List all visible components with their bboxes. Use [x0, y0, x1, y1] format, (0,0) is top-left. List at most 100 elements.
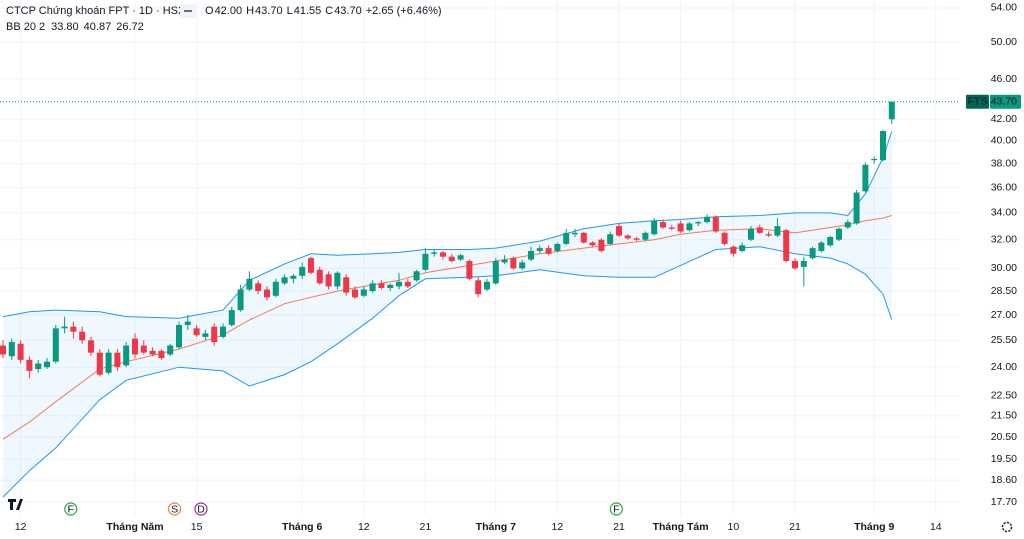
x-tick-label: Tháng 9 [854, 521, 894, 533]
candle-body [853, 192, 860, 224]
candle-body [888, 101, 895, 120]
readout-key: H [246, 5, 254, 17]
candle-body [730, 246, 737, 254]
candle-body [580, 232, 587, 243]
event-marker [167, 502, 182, 516]
candle-body [598, 239, 605, 251]
candle-body [809, 248, 816, 259]
candle-body [131, 338, 138, 355]
candle-body [536, 248, 543, 251]
readout-change: +2.65 (+6.46%) [366, 5, 442, 17]
candle-body [158, 350, 165, 359]
y-tick-label: 34.00 [991, 207, 1017, 219]
candle-body [686, 223, 693, 231]
y-tick-label: 27.00 [991, 309, 1017, 321]
x-tick-label: 12 [15, 521, 27, 533]
candle-body [343, 277, 350, 293]
candle-body [334, 272, 341, 287]
candle-body [589, 242, 596, 246]
candle-body [862, 164, 869, 192]
bollinger-bands [2, 131, 893, 498]
readout-key: C [325, 5, 333, 17]
candle-body [791, 261, 798, 269]
candle-body [457, 255, 464, 260]
candle-body [668, 227, 675, 229]
candle-body [404, 281, 411, 287]
candle-body [167, 345, 174, 355]
y-tick-label: 22.50 [991, 390, 1017, 402]
event-label: F [68, 503, 74, 515]
candle-body [369, 283, 376, 292]
candle-body [70, 326, 77, 332]
x-tick-label: Tháng 6 [282, 521, 322, 533]
candle-body [659, 222, 666, 228]
x-tick-label: Tháng Năm [106, 521, 163, 533]
y-tick-label: 19.50 [991, 453, 1017, 465]
readout-key: O [205, 5, 214, 17]
candle-body [739, 245, 746, 251]
x-tick-label: 12 [358, 521, 370, 533]
indicator-name: BB 20 2 [6, 21, 45, 33]
readout-value: 43.70 [255, 5, 283, 17]
candle-body [554, 243, 561, 251]
price-tag: 43.70 [991, 95, 1017, 107]
candle-body [299, 266, 306, 276]
x-tick-label: 21 [613, 521, 625, 533]
settings-button[interactable] [1001, 521, 1013, 533]
candle-body [651, 220, 658, 235]
candle-body [140, 345, 147, 353]
candle-body [272, 281, 279, 296]
candle-body [193, 328, 200, 336]
y-tick-label: 20.50 [991, 431, 1017, 443]
candle-body [483, 281, 490, 290]
candle-body [571, 232, 578, 235]
x-tick-label: 21 [789, 521, 801, 533]
y-tick-label: 24.00 [991, 361, 1017, 373]
candle-body [175, 324, 182, 348]
event-label: D [197, 503, 205, 515]
y-tick-label: 50.00 [991, 36, 1017, 48]
price-tag-bg [990, 94, 1021, 109]
collapse-button[interactable] [180, 4, 196, 18]
y-tick-label: 36.00 [991, 181, 1017, 193]
gear-icon[interactable] [1001, 521, 1013, 533]
candle-body [835, 228, 842, 240]
event-label: F [613, 503, 619, 515]
x-tick-label: 14 [930, 521, 942, 533]
candle-body [466, 261, 473, 279]
candle-body [756, 227, 763, 233]
candle-body [695, 222, 702, 224]
candle-body [519, 262, 526, 269]
y-tick-label: 40.00 [991, 135, 1017, 147]
x-tick-label: 21 [420, 521, 432, 533]
candle-body [123, 345, 130, 366]
candle-body [747, 228, 754, 240]
candle-body [378, 283, 385, 288]
grid [0, 0, 960, 515]
readout-value: 42.00 [215, 5, 243, 17]
candle-body [281, 277, 288, 284]
candle-body [255, 283, 262, 292]
readout-value: 41.55 [294, 5, 322, 17]
candle-body [879, 131, 886, 161]
candle-body [624, 235, 631, 239]
indicator-value: 40.87 [84, 21, 112, 33]
candle-body [290, 275, 297, 279]
candle-body [61, 326, 68, 329]
candle-body [351, 289, 358, 298]
candle-body [871, 158, 878, 161]
candle-body [475, 280, 482, 295]
candle-body [510, 258, 517, 269]
candle-body [263, 289, 270, 298]
candle-body [0, 345, 6, 355]
candle-body [219, 326, 226, 337]
y-tick-label: 17.70 [991, 496, 1017, 508]
tv-logo [8, 499, 23, 510]
candle-body [105, 352, 112, 373]
candle-body [800, 261, 807, 267]
y-tick-label: 18.60 [991, 474, 1017, 486]
readout-value: 43.70 [334, 5, 362, 17]
candle-body [52, 328, 59, 362]
band-fill [3, 131, 892, 498]
y-tick-label: 28.50 [991, 285, 1017, 297]
